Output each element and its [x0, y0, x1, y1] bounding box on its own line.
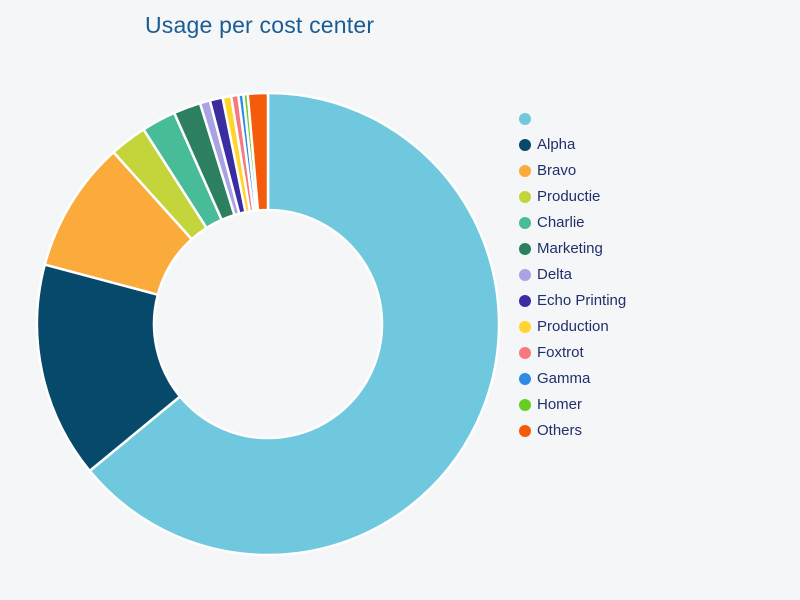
- legend-item-echo-printing[interactable]: Echo Printing: [519, 288, 626, 314]
- legend-item-productie[interactable]: Productie: [519, 184, 626, 210]
- legend-item-foxtrot[interactable]: Foxtrot: [519, 340, 626, 366]
- legend-item-delta[interactable]: Delta: [519, 262, 626, 288]
- legend-item-marketing[interactable]: Marketing: [519, 236, 626, 262]
- legend-label: Marketing: [537, 240, 603, 257]
- legend-item-gamma[interactable]: Gamma: [519, 366, 626, 392]
- legend-swatch-icon: [519, 243, 531, 255]
- pie-slice-unlabeled[interactable]: [88, 91, 501, 557]
- legend-label: Production: [537, 318, 609, 335]
- legend-swatch-icon: [519, 347, 531, 359]
- legend-label: Others: [537, 422, 583, 439]
- legend-label: Bravo: [537, 162, 577, 179]
- legend-item-production[interactable]: Production: [519, 314, 626, 340]
- legend-label: Homer: [537, 396, 583, 413]
- legend-label: Echo Printing: [537, 292, 627, 309]
- legend-label: Charlie: [537, 214, 585, 231]
- legend-label: Productie: [537, 188, 601, 205]
- legend-swatch-icon: [519, 139, 531, 151]
- chart-title: Usage per cost center: [145, 12, 375, 38]
- legend-swatch-icon: [519, 399, 531, 411]
- legend-item-alpha[interactable]: Alpha: [519, 132, 626, 158]
- legend-swatch-icon: [519, 321, 531, 333]
- pie-slice-others[interactable]: [246, 91, 270, 212]
- chart-legend: Alpha Bravo Productie Charlie Marketing Delta…: [519, 106, 626, 444]
- legend-label: Alpha: [537, 136, 576, 153]
- pie-slice-alpha[interactable]: [35, 263, 182, 473]
- legend-swatch-icon: [519, 165, 531, 177]
- legend-label: Foxtrot: [537, 344, 584, 361]
- legend-swatch-icon: [519, 373, 531, 385]
- legend-label: Delta: [537, 266, 573, 283]
- legend-item-bravo[interactable]: Bravo: [519, 158, 626, 184]
- legend-item-homer[interactable]: Homer: [519, 392, 626, 418]
- legend-swatch-icon: [519, 191, 531, 203]
- legend-item-charlie[interactable]: Charlie: [519, 210, 626, 236]
- legend-swatch-icon: [519, 217, 531, 229]
- legend-swatch-icon: [519, 425, 531, 437]
- legend-item-others[interactable]: Others: [519, 418, 626, 444]
- legend-swatch-icon: [519, 113, 531, 125]
- legend-swatch-icon: [519, 269, 531, 281]
- legend-swatch-icon: [519, 295, 531, 307]
- legend-label: Gamma: [537, 370, 591, 387]
- legend-item-unlabeled[interactable]: [519, 106, 626, 132]
